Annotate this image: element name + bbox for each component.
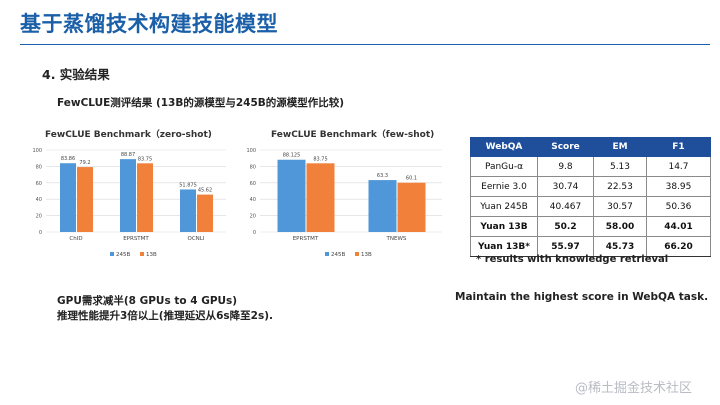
data-label: 79.2 <box>79 160 90 166</box>
section-heading: 4. 实验结果 <box>42 67 110 82</box>
bar-245b-ocnli <box>180 189 196 232</box>
f1-cell: 66.20 <box>646 236 711 257</box>
data-label: 60.1 <box>406 176 417 182</box>
webqa-table: WebQA Score EM F1 PanGu-α 9.8 5.13 14.7 … <box>470 137 711 257</box>
data-label: 83.86 <box>61 156 75 162</box>
y-tick-label: 0 <box>253 230 256 236</box>
x-tick-label: ChID <box>69 236 82 242</box>
score-cell: 9.8 <box>537 156 594 177</box>
y-tick-label: 40 <box>36 197 42 203</box>
x-tick-label: OCNLI <box>188 236 205 242</box>
data-label: 63.3 <box>377 173 388 179</box>
em-cell: 58.00 <box>593 216 647 237</box>
bar-13b-ocnli <box>197 194 213 232</box>
header-f1: F1 <box>646 137 711 157</box>
em-cell: 30.57 <box>593 196 647 217</box>
data-label: 83.75 <box>313 156 327 162</box>
score-cell: 40.467 <box>537 196 594 217</box>
score-cell: 30.74 <box>537 176 594 197</box>
legend-label-245b: 245B <box>331 252 345 258</box>
data-label: 83.75 <box>138 156 152 162</box>
slide-title: 基于蒸馏技术构建技能模型 <box>20 12 278 36</box>
y-tick-label: 20 <box>36 214 42 220</box>
fewclue-subtitle: FewCLUE测评结果 (13B的源模型与245B的源模型作比较) <box>57 97 345 109</box>
legend-label-245b: 245B <box>116 252 130 258</box>
legend-label-13b: 13B <box>361 252 372 258</box>
y-tick-label: 0 <box>39 230 42 236</box>
table-row: Yuan 13B 50.2 58.00 44.01 <box>470 216 711 237</box>
legend-swatch-245b <box>325 252 329 256</box>
model-cell: Eernie 3.0 <box>470 176 538 197</box>
f1-cell: 50.36 <box>646 196 711 217</box>
x-tick-label: EPRSTMT <box>123 236 149 242</box>
bar-245b-eprstmt <box>120 159 136 232</box>
bar-245b-tnews <box>368 180 397 232</box>
bar-245b-eprstmt <box>277 159 306 232</box>
header-webqa: WebQA <box>470 137 538 157</box>
table-row: Eernie 3.0 30.74 22.53 38.95 <box>470 176 711 197</box>
y-tick-label: 20 <box>250 214 256 220</box>
webqa-summary: Maintain the highest score in WebQA task… <box>455 291 709 303</box>
data-label: 88.87 <box>121 152 135 158</box>
header-em: EM <box>593 137 647 157</box>
y-tick-label: 60 <box>250 181 256 187</box>
model-cell: Yuan 245B <box>470 196 538 217</box>
title-divider <box>20 44 710 45</box>
x-tick-label: EPRSTMT <box>293 236 319 242</box>
score-cell: 55.97 <box>537 236 594 257</box>
y-tick-label: 80 <box>36 164 42 170</box>
model-cell: Yuan 13B <box>470 216 538 237</box>
y-tick-label: 80 <box>250 164 256 170</box>
table-row: Yuan 13B* 55.97 45.73 66.20 <box>470 236 711 257</box>
data-label: 51.875 <box>179 182 197 188</box>
y-tick-label: 40 <box>250 197 256 203</box>
em-cell: 5.13 <box>593 156 647 177</box>
data-label: 45.62 <box>198 188 212 194</box>
model-cell: PanGu-α <box>470 156 538 177</box>
gpu-summary-line2: 推理性能提升3倍以上(推理延迟从6s降至2s). <box>57 310 274 322</box>
y-tick-label: 60 <box>36 181 42 187</box>
knowledge-retrieval-note: * results with knowledge retrieval <box>476 254 669 265</box>
bar-13b-chid <box>77 167 93 232</box>
score-cell: 50.2 <box>537 216 594 237</box>
chart-title-few-shot: FewCLUE Benchmark（few-shot) <box>271 130 435 140</box>
table-row: PanGu-α 9.8 5.13 14.7 <box>470 156 711 177</box>
f1-cell: 14.7 <box>646 156 711 177</box>
x-tick-label: TNEWS <box>386 236 407 242</box>
watermark: @稀土掘金技术社区 <box>575 381 693 396</box>
y-tick-label: 100 <box>246 148 256 154</box>
table-header-row: WebQA Score EM F1 <box>470 137 711 157</box>
legend-swatch-245b <box>110 252 114 256</box>
table-row: Yuan 245B 40.467 30.57 50.36 <box>470 196 711 217</box>
few-shot-bar-chart: 0 20 40 60 80 100 88.125 83.75 EPRSTMT 63.3 60.1 TN… <box>246 148 442 258</box>
y-tick-label: 100 <box>32 148 42 154</box>
data-label: 88.125 <box>283 153 301 159</box>
em-cell: 22.53 <box>593 176 647 197</box>
legend-label-13b: 13B <box>146 252 157 258</box>
legend-swatch-13b <box>140 252 144 256</box>
chart-title-zero-shot: FewCLUE Benchmark（zero-shot) <box>45 130 212 140</box>
em-cell: 45.73 <box>593 236 647 257</box>
legend-swatch-13b <box>355 252 359 256</box>
f1-cell: 38.95 <box>646 176 711 197</box>
header-score: Score <box>537 137 594 157</box>
bar-13b-eprstmt <box>137 163 153 232</box>
bar-245b-chid <box>60 163 76 232</box>
bar-13b-eprstmt <box>306 163 335 232</box>
f1-cell: 44.01 <box>646 216 711 237</box>
gpu-summary-line1: GPU需求减半(8 GPUs to 4 GPUs) <box>57 295 238 307</box>
bar-13b-tnews <box>397 182 426 232</box>
